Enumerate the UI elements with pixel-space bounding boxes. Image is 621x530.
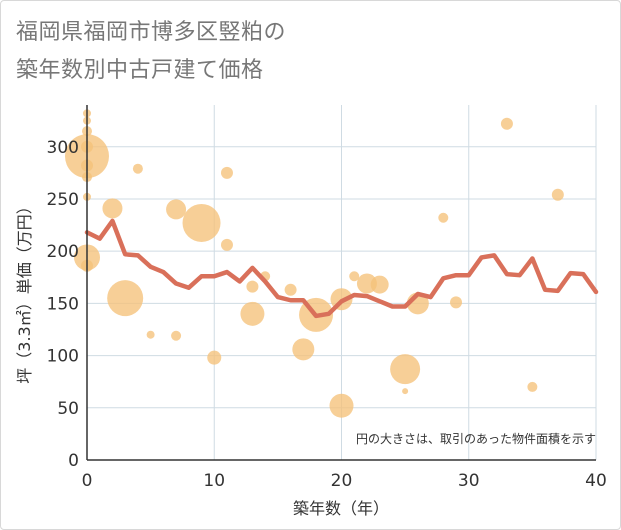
x-tick-label: 30 xyxy=(458,471,480,491)
x-tick-label: 20 xyxy=(331,471,353,491)
bubbles xyxy=(65,109,564,418)
bubble xyxy=(284,283,297,296)
y-tick-label: 100 xyxy=(47,347,79,367)
chart-title-line-1: 福岡県福岡市博多区竪粕の xyxy=(16,20,287,45)
bubble xyxy=(438,212,449,223)
y-tick-label: 250 xyxy=(47,190,79,210)
y-tick-label: 300 xyxy=(47,138,79,158)
bubble xyxy=(107,280,144,317)
annotation: 円の大きさは、取引のあった物件面積を示す xyxy=(356,431,596,446)
y-tick-label: 200 xyxy=(47,242,79,262)
y-axis-title: 坪（3.3㎡）単価（万円） xyxy=(15,198,34,383)
bubble xyxy=(500,117,513,130)
chart-title-line-2: 築年数別中古戸建て価格 xyxy=(16,58,264,83)
bubble xyxy=(220,238,233,251)
x-tick-label: 10 xyxy=(203,471,225,491)
x-axis-title: 築年数（年） xyxy=(293,499,389,518)
bubble xyxy=(370,275,389,294)
bubble xyxy=(450,296,463,309)
y-tick-label: 0 xyxy=(68,451,79,471)
bubble xyxy=(246,280,259,293)
bubble xyxy=(171,330,182,341)
trend xyxy=(84,218,599,319)
axes xyxy=(86,105,596,461)
bubble xyxy=(207,350,222,365)
bubble xyxy=(182,203,221,242)
trend-line xyxy=(84,218,599,319)
bubble xyxy=(102,198,123,219)
y-tick-label: 50 xyxy=(57,399,79,419)
bubble xyxy=(240,301,265,326)
x-tick-label: 0 xyxy=(82,471,93,491)
bubble xyxy=(527,381,538,392)
bubble xyxy=(146,330,155,339)
bubble xyxy=(390,354,421,385)
bubble xyxy=(132,163,143,174)
ticks: 0 50 100 150 200 250 300 0 10 20 30 40 xyxy=(47,138,607,491)
bubble xyxy=(551,188,564,201)
bubble xyxy=(329,393,354,418)
bubble xyxy=(402,388,409,395)
bubble xyxy=(166,199,187,220)
bubble xyxy=(220,166,233,179)
x-tick-label: 40 xyxy=(585,471,607,491)
bubble xyxy=(349,271,360,282)
y-tick-label: 150 xyxy=(47,294,79,314)
bubble xyxy=(292,338,315,361)
